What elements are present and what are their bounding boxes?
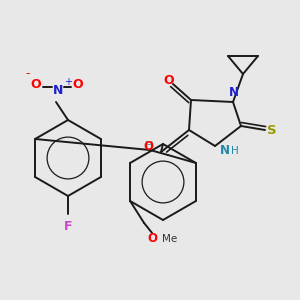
Text: O: O: [164, 74, 174, 88]
Text: +: +: [64, 77, 72, 87]
Text: O: O: [73, 77, 83, 91]
Text: N: N: [53, 83, 63, 97]
Text: S: S: [267, 124, 277, 136]
Text: O: O: [31, 77, 41, 91]
Text: N: N: [229, 86, 239, 100]
Text: O: O: [147, 232, 157, 245]
Text: H: H: [145, 141, 153, 151]
Text: Me: Me: [163, 234, 178, 244]
Text: -: -: [26, 68, 30, 80]
Text: O: O: [143, 140, 153, 152]
Text: N: N: [220, 145, 230, 158]
Text: H: H: [231, 146, 239, 156]
Text: F: F: [64, 220, 72, 232]
